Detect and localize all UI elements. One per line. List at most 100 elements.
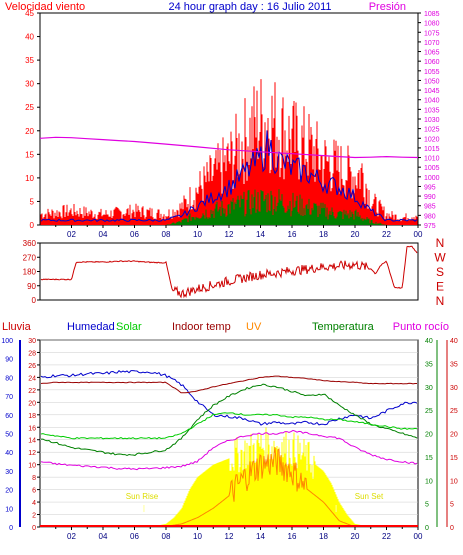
weather-x-label-00: 00	[414, 532, 423, 541]
pressure-line	[39, 136, 419, 159]
pressure-y-label-1020: 1020	[424, 136, 440, 143]
cardinal-E-3: E	[436, 280, 444, 294]
chart-title: 24 hour graph day : 16 Julio 2011	[168, 1, 331, 13]
pressure-y-label-1050: 1050	[424, 78, 440, 85]
weather-x-label-22: 22	[382, 532, 391, 541]
wind-x-label-02: 02	[67, 230, 76, 239]
temp-right-label-15: 15	[425, 455, 433, 462]
pressure-y-label-1000: 1000	[424, 175, 440, 182]
indoor-temp-line	[40, 375, 417, 394]
weather-x-label-06: 06	[130, 532, 139, 541]
direction-panel-frame	[39, 242, 419, 301]
wind-y-label-5: 5	[30, 197, 35, 206]
wind-x-label-14: 14	[256, 230, 265, 239]
direction-y-label-180: 180	[23, 268, 37, 277]
wind-y-label-25: 25	[25, 103, 34, 112]
humidity-y-label-70: 70	[5, 394, 13, 401]
wind-y-label-0: 0	[30, 221, 35, 230]
pressure-y-label-1055: 1055	[424, 69, 440, 76]
dew-right-label-40: 40	[450, 338, 458, 345]
sunrise-label: Sun Rise	[126, 492, 159, 501]
temp-left-label-18: 18	[28, 413, 36, 420]
dew-right-label-0: 0	[450, 525, 454, 532]
dew-point-line	[40, 429, 418, 471]
temp-right-label-35: 35	[425, 361, 433, 368]
wind-average-line	[40, 130, 418, 223]
humidity-y-label-100: 100	[1, 338, 13, 345]
wind-panel: 0510152025303540459759809859909951000100…	[25, 9, 440, 239]
wind-speed-axis-title: Velocidad viento	[5, 1, 85, 13]
dew-right-label-30: 30	[450, 385, 458, 392]
wind-x-label-20: 20	[351, 230, 360, 239]
wind-x-label-22: 22	[382, 230, 391, 239]
wind-x-label-18: 18	[319, 230, 328, 239]
pressure-y-label-1040: 1040	[424, 98, 440, 105]
wind-x-label-08: 08	[162, 230, 171, 239]
direction-y-label-0: 0	[32, 296, 37, 305]
wind-x-label-04: 04	[99, 230, 108, 239]
legend-dew-point: Punto rocío	[393, 321, 449, 333]
temp-left-label-26: 26	[28, 363, 36, 370]
wind-x-label-16: 16	[288, 230, 297, 239]
cardinal-N-4: N	[436, 294, 445, 308]
humidity-y-label-20: 20	[5, 488, 13, 495]
pressure-y-label-1015: 1015	[424, 146, 440, 153]
pressure-y-label-980: 980	[424, 213, 436, 220]
temp-right-label-20: 20	[425, 432, 433, 439]
pressure-y-label-1070: 1070	[424, 40, 440, 47]
legend-solar: Solar	[116, 321, 142, 333]
weather-x-label-02: 02	[67, 532, 76, 541]
temp-left-label-20: 20	[28, 400, 36, 407]
humidity-y-label-30: 30	[5, 469, 13, 476]
cardinal-W-1: W	[434, 251, 446, 265]
weather-x-label-16: 16	[288, 532, 297, 541]
solar-line	[40, 412, 418, 440]
temp-right-label-40: 40	[425, 338, 433, 345]
pressure-y-label-985: 985	[424, 204, 436, 211]
legend-indoor-temp: Indoor temp	[172, 321, 231, 333]
temp-left-label-6: 6	[32, 488, 36, 495]
pressure-y-label-1060: 1060	[424, 59, 440, 66]
legend-uv: UV	[246, 321, 262, 333]
humidity-y-label-0: 0	[9, 525, 13, 532]
pressure-y-label-1075: 1075	[424, 30, 440, 37]
temp-left-label-10: 10	[28, 463, 36, 470]
humidity-line	[40, 370, 418, 426]
temp-left-label-24: 24	[28, 375, 36, 382]
temp-right-label-30: 30	[425, 385, 433, 392]
weather-panel: 0102030405060708090100024681012141618202…	[1, 338, 458, 541]
sunset-label: Sun Set	[355, 492, 384, 501]
wind-y-label-20: 20	[25, 127, 34, 136]
weather-x-label-10: 10	[193, 532, 202, 541]
wind-x-label-10: 10	[193, 230, 202, 239]
temp-right-label-10: 10	[425, 478, 433, 485]
direction-line	[40, 245, 418, 299]
direction-y-label-270: 270	[23, 253, 37, 262]
humidity-y-label-50: 50	[5, 432, 13, 439]
uv-line	[165, 447, 355, 528]
pressure-axis-title: Presión	[369, 1, 406, 13]
temp-left-label-8: 8	[32, 475, 36, 482]
dew-right-label-35: 35	[450, 361, 458, 368]
wind-x-label-12: 12	[225, 230, 234, 239]
pressure-y-label-1005: 1005	[424, 165, 440, 172]
dew-right-label-10: 10	[450, 478, 458, 485]
pressure-y-label-990: 990	[424, 194, 436, 201]
temp-left-label-22: 22	[28, 388, 36, 395]
wind-x-label-06: 06	[130, 230, 139, 239]
temp-left-label-4: 4	[32, 500, 36, 507]
temp-right-label-25: 25	[425, 408, 433, 415]
dew-right-label-25: 25	[450, 408, 458, 415]
weather-x-label-04: 04	[99, 532, 108, 541]
wind-y-label-10: 10	[25, 174, 34, 183]
direction-y-label-90: 90	[27, 282, 36, 291]
legend-rain: Lluvia	[2, 321, 32, 333]
weather-x-label-08: 08	[162, 532, 171, 541]
weather-x-label-12: 12	[225, 532, 234, 541]
cardinal-N-0: N	[436, 236, 445, 250]
pressure-y-label-1085: 1085	[424, 11, 440, 18]
dew-right-label-20: 20	[450, 432, 458, 439]
wind-x-label-00: 00	[414, 230, 423, 239]
humidity-y-label-40: 40	[5, 450, 13, 457]
